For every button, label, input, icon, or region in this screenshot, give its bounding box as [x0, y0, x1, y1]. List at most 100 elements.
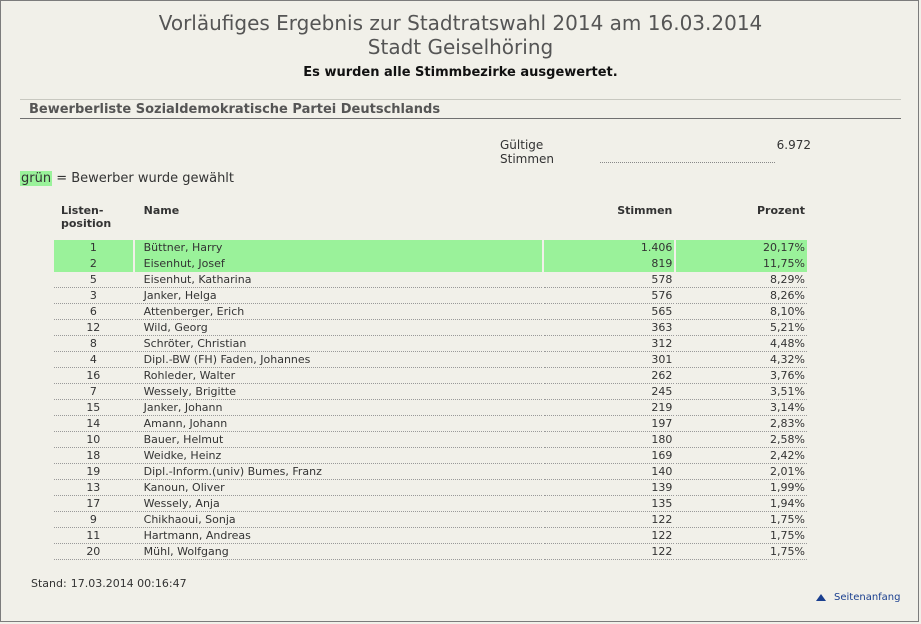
cell-list-position: 10	[54, 432, 133, 448]
table-row: 13 Kanoun, Oliver 139 1,99%	[54, 480, 807, 496]
page-header: Vorläufiges Ergebnis zur Stadtratswahl 2…	[0, 0, 921, 80]
cell-percent: 11,75%	[676, 256, 807, 272]
header-votes: Stimmen	[617, 204, 673, 217]
cell-list-position: 18	[54, 448, 133, 464]
cell-name: Eisenhut, Josef	[134, 256, 542, 272]
table-row: 7 Wessely, Brigitte 245 3,51%	[54, 384, 807, 400]
cell-list-position: 11	[54, 528, 133, 544]
valid-votes-row: Gültige Stimmen 6.972	[500, 138, 811, 166]
page-subtitle: Stadt Geiselhöring	[367, 35, 554, 59]
table-row: 15 Janker, Johann 219 3,14%	[54, 400, 807, 416]
cell-percent: 4,48%	[676, 336, 807, 352]
table-row: 4 Dipl.-BW (FH) Faden, Johannes 301 4,32%	[54, 352, 807, 368]
arrow-up-icon	[816, 594, 826, 601]
cell-percent: 1,94%	[676, 496, 807, 512]
cell-name: Chikhaoui, Sonja	[134, 512, 542, 528]
cell-name: Büttner, Harry	[134, 240, 542, 256]
table-row: 1 Büttner, Harry 1.406 20,17%	[54, 240, 807, 256]
back-to-top-label[interactable]: Seitenanfang	[834, 592, 901, 603]
cell-votes: 1.406	[543, 240, 675, 256]
legend-highlight: grün	[20, 171, 53, 186]
table-row: 6 Attenberger, Erich 565 8,10%	[54, 304, 807, 320]
cell-percent: 1,75%	[676, 544, 807, 560]
legend-text: = Bewerber wurde gewählt	[52, 171, 235, 186]
cell-percent: 3,76%	[676, 368, 807, 384]
table-row: 8 Schröter, Christian 312 4,48%	[54, 336, 807, 352]
cell-percent: 1,75%	[676, 528, 807, 544]
cell-votes: 140	[543, 464, 675, 480]
cell-votes: 219	[543, 400, 675, 416]
header-name: Name	[143, 204, 180, 217]
cell-name: Wild, Georg	[134, 320, 542, 336]
timestamp: Stand: 17.03.2014 00:16:47	[31, 577, 187, 590]
cell-name: Dipl.-Inform.(univ) Bumes, Franz	[134, 464, 542, 480]
cell-list-position: 3	[54, 288, 133, 304]
cell-votes: 363	[543, 320, 675, 336]
cell-name: Bauer, Helmut	[134, 432, 542, 448]
cell-list-position: 14	[54, 416, 133, 432]
cell-list-position: 2	[54, 256, 133, 272]
cell-votes: 197	[543, 416, 675, 432]
table-row: 16 Rohleder, Walter 262 3,76%	[54, 368, 807, 384]
cell-votes: 180	[543, 432, 675, 448]
cell-votes: 565	[543, 304, 675, 320]
cell-votes: 819	[543, 256, 675, 272]
valid-votes-label: Gültige Stimmen	[500, 138, 555, 166]
cell-name: Schröter, Christian	[134, 336, 542, 352]
table-row: 2 Eisenhut, Josef 819 11,75%	[54, 256, 807, 272]
section-title: Bewerberliste Sozialdemokratische Partei…	[20, 99, 901, 119]
table-row: 20 Mühl, Wolfgang 122 1,75%	[54, 544, 807, 560]
cell-votes: 578	[543, 272, 675, 288]
table-row: 5 Eisenhut, Katharina 578 8,29%	[54, 272, 807, 288]
cell-list-position: 13	[54, 480, 133, 496]
cell-percent: 3,14%	[676, 400, 807, 416]
cell-list-position: 1	[54, 240, 133, 256]
cell-percent: 2,83%	[676, 416, 807, 432]
cell-votes: 122	[543, 544, 675, 560]
cell-list-position: 6	[54, 304, 133, 320]
cell-percent: 8,29%	[676, 272, 807, 288]
cell-percent: 2,58%	[676, 432, 807, 448]
table-row: 9 Chikhaoui, Sonja 122 1,75%	[54, 512, 807, 528]
cell-name: Hartmann, Andreas	[134, 528, 542, 544]
table-row: 17 Wessely, Anja 135 1,94%	[54, 496, 807, 512]
cell-votes: 169	[543, 448, 675, 464]
cell-list-position: 12	[54, 320, 133, 336]
table-row: 10 Bauer, Helmut 180 2,58%	[54, 432, 807, 448]
table-row: 14 Amann, Johann 197 2,83%	[54, 416, 807, 432]
timestamp-label: Stand:	[31, 577, 67, 590]
cell-name: Kanoun, Oliver	[134, 480, 542, 496]
cell-percent: 20,17%	[676, 240, 807, 256]
cell-list-position: 8	[54, 336, 133, 352]
table-header-row: Listen- position Name Stimmen Prozent	[54, 202, 807, 240]
cell-votes: 122	[543, 528, 675, 544]
cell-name: Rohleder, Walter	[134, 368, 542, 384]
cell-percent: 4,32%	[676, 352, 807, 368]
timestamp-value: 17.03.2014 00:16:47	[70, 577, 187, 590]
cell-name: Attenberger, Erich	[134, 304, 542, 320]
cell-name: Weidke, Heinz	[134, 448, 542, 464]
cell-name: Janker, Johann	[134, 400, 542, 416]
cell-votes: 139	[543, 480, 675, 496]
cell-votes: 135	[543, 496, 675, 512]
legend: grün = Bewerber wurde gewählt	[20, 171, 234, 186]
table-row: 19 Dipl.-Inform.(univ) Bumes, Franz 140 2,0…	[54, 464, 807, 480]
cell-list-position: 7	[54, 384, 133, 400]
cell-name: Amann, Johann	[134, 416, 542, 432]
cell-percent: 8,26%	[676, 288, 807, 304]
table-row: 18 Weidke, Heinz 169 2,42%	[54, 448, 807, 464]
back-to-top-link[interactable]: Seitenanfang	[816, 592, 901, 603]
cell-name: Dipl.-BW (FH) Faden, Johannes	[134, 352, 542, 368]
results-body: 1 Büttner, Harry 1.406 20,17% 2 Eisenhut, Jos…	[54, 240, 807, 560]
cell-percent: 1,99%	[676, 480, 807, 496]
cell-name: Janker, Helga	[134, 288, 542, 304]
cell-votes: 245	[543, 384, 675, 400]
cell-name: Mühl, Wolfgang	[134, 544, 542, 560]
cell-name: Eisenhut, Katharina	[134, 272, 542, 288]
cell-percent: 2,42%	[676, 448, 807, 464]
cell-percent: 8,10%	[676, 304, 807, 320]
cell-list-position: 20	[54, 544, 133, 560]
cell-votes: 576	[543, 288, 675, 304]
